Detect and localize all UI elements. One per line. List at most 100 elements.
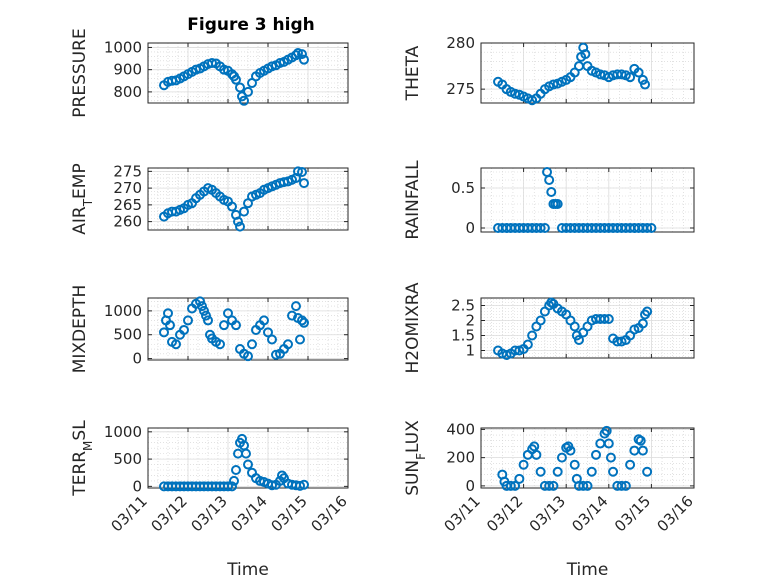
data-point xyxy=(291,50,301,61)
data-point xyxy=(229,475,239,486)
data-point xyxy=(197,301,207,312)
y-axis-label: H2OMIXRA xyxy=(403,282,423,373)
data-point xyxy=(231,74,241,85)
data-point xyxy=(207,58,217,68)
y-tick-label: 0 xyxy=(465,219,475,237)
data-point xyxy=(535,466,546,477)
data-point xyxy=(241,448,251,459)
data-point xyxy=(195,296,205,307)
data-point xyxy=(183,315,193,326)
data-point xyxy=(159,327,169,338)
y-tick-label: 500 xyxy=(113,450,142,468)
data-point xyxy=(295,334,305,345)
y-axis-label: TERRMSL xyxy=(70,420,95,497)
subplot-4: 0 0.5 RAINFALL xyxy=(403,160,695,240)
data-point xyxy=(283,339,293,350)
data-point xyxy=(552,199,563,209)
data-point xyxy=(299,54,309,65)
data-point xyxy=(297,49,307,60)
data-point xyxy=(243,351,253,362)
data-point xyxy=(527,330,538,341)
y-tick-label: 1 xyxy=(465,342,475,360)
data-point xyxy=(535,315,546,326)
y-tick-label: 265 xyxy=(113,196,142,214)
data-point xyxy=(291,301,301,312)
data-point xyxy=(243,459,253,470)
axes-box xyxy=(147,427,349,489)
data-point xyxy=(171,339,181,350)
data-point xyxy=(603,314,614,324)
data-point xyxy=(227,201,237,212)
data-point xyxy=(531,449,542,460)
data-point xyxy=(227,481,237,492)
data-point xyxy=(263,327,273,338)
data-point xyxy=(505,480,516,491)
data-point xyxy=(518,459,529,470)
data-point xyxy=(608,466,619,477)
y-tick-label: 280 xyxy=(446,34,475,52)
plot-area xyxy=(481,168,694,232)
data-point xyxy=(548,79,559,90)
data-point xyxy=(235,221,245,232)
data-point xyxy=(239,206,249,217)
data-point xyxy=(637,318,648,329)
y-axis-label: RAINFALL xyxy=(403,160,423,240)
data-point xyxy=(544,480,555,491)
data-point xyxy=(233,216,243,227)
y-tick-label: 270 xyxy=(113,179,142,197)
y-tick-label: 260 xyxy=(113,213,142,231)
data-point xyxy=(510,480,521,491)
data-point xyxy=(287,310,297,321)
y-tick-label: 900 xyxy=(113,61,142,79)
data-point xyxy=(591,449,602,460)
y-tick-label: 275 xyxy=(113,162,142,180)
data-point xyxy=(199,305,209,316)
axes-box xyxy=(480,297,695,359)
data-point xyxy=(165,320,175,331)
data-point xyxy=(635,435,646,446)
y-tick-label: 0 xyxy=(132,350,142,368)
data-point xyxy=(642,466,653,477)
data-point xyxy=(299,479,309,490)
subplot-6: 11.522.5 H2OMIXRA xyxy=(403,282,695,374)
data-point xyxy=(163,308,173,319)
y-tick-label: 800 xyxy=(113,83,142,101)
data-point xyxy=(201,310,211,321)
y-axis-label: THETA xyxy=(403,45,423,101)
data-point xyxy=(510,88,521,99)
y-tick-label: 400 xyxy=(446,420,475,438)
data-point xyxy=(297,315,307,326)
x-axis-label: Time xyxy=(566,560,609,580)
data-point xyxy=(599,314,610,324)
data-point xyxy=(299,178,309,189)
data-point xyxy=(231,465,241,475)
data-point xyxy=(297,167,307,178)
data-point xyxy=(642,306,653,317)
data-point xyxy=(620,480,631,491)
data-point xyxy=(243,86,253,97)
subplot-2: 275 280 THETA xyxy=(403,34,695,106)
y-tick-label: 200 xyxy=(446,449,475,467)
y-tick-label: 0 xyxy=(132,477,142,495)
data-point xyxy=(267,334,277,345)
data-point xyxy=(223,481,233,492)
data-point xyxy=(552,466,563,477)
data-point xyxy=(247,339,257,350)
data-point xyxy=(633,67,644,78)
data-point xyxy=(625,72,636,83)
data-point xyxy=(539,223,550,233)
data-point xyxy=(259,315,269,326)
data-point xyxy=(625,459,636,470)
subplot-1: 800 900 1000 PRESSURE xyxy=(70,28,349,118)
y-tick-label: 1.5 xyxy=(451,327,475,345)
data-point xyxy=(580,49,591,60)
data-point xyxy=(223,308,233,319)
data-point xyxy=(616,69,627,80)
data-point xyxy=(235,82,245,93)
y-axis-label: MIXDEPTH xyxy=(70,285,90,374)
data-point xyxy=(239,95,249,106)
data-point xyxy=(514,473,525,484)
data-point xyxy=(548,480,559,491)
